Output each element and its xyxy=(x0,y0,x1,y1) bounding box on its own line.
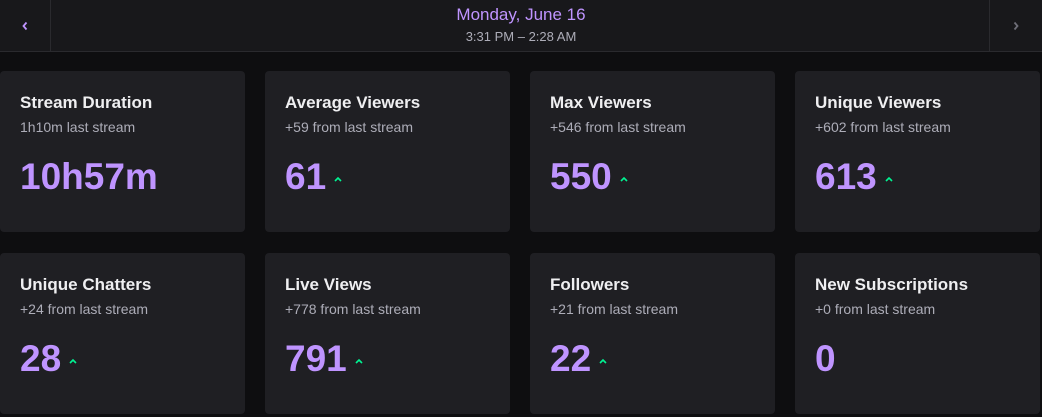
date-header: Monday, June 16 3:31 PM – 2:28 AM xyxy=(0,0,1042,52)
trend-up-icon xyxy=(885,176,893,182)
card-value: 550 xyxy=(550,156,612,197)
stat-card: Live Views +778 from last stream 791 xyxy=(265,253,510,414)
trend-up-icon xyxy=(69,358,77,364)
stat-card: Unique Viewers +602 from last stream 613 xyxy=(795,71,1040,232)
card-title: New Subscriptions xyxy=(815,275,969,294)
card-value: 613 xyxy=(815,156,877,197)
card-value: 0 xyxy=(815,338,836,379)
card-value: 22 xyxy=(550,338,592,379)
card-title: Stream Duration xyxy=(20,93,153,112)
card-value: 61 xyxy=(285,156,327,197)
value-row: 10h57m xyxy=(20,155,245,199)
card-subtitle: +0 from last stream xyxy=(815,301,936,317)
date-title: Monday, June 16 xyxy=(456,5,586,24)
card-value: 10h57m xyxy=(20,156,158,197)
card-subtitle: +21 from last stream xyxy=(550,301,678,317)
stat-card: Followers +21 from last stream 22 xyxy=(530,253,775,414)
trend-up-icon xyxy=(599,358,607,364)
stat-card: Stream Duration 1h10m last stream 10h57m xyxy=(0,71,245,232)
value-row: 613 xyxy=(815,155,1040,199)
card-subtitle: +602 from last stream xyxy=(815,119,951,135)
card-subtitle: 1h10m last stream xyxy=(20,119,136,135)
next-button[interactable] xyxy=(989,0,1042,51)
value-row: 791 xyxy=(285,337,510,381)
card-title: Max Viewers xyxy=(550,93,652,112)
trend-up-icon xyxy=(334,176,342,182)
stat-card: Average Viewers +59 from last stream 61 xyxy=(265,71,510,232)
prev-button[interactable] xyxy=(0,0,51,51)
value-row: 28 xyxy=(20,337,245,381)
card-title: Average Viewers xyxy=(285,93,421,112)
value-row: 22 xyxy=(550,337,775,381)
stat-card: New Subscriptions +0 from last stream 0 xyxy=(795,253,1040,414)
card-title: Followers xyxy=(550,275,630,294)
card-subtitle: +59 from last stream xyxy=(285,119,413,135)
value-row: 0 xyxy=(815,337,1040,381)
card-value: 791 xyxy=(285,338,347,379)
trend-up-icon xyxy=(355,358,363,364)
card-title: Unique Chatters xyxy=(20,275,152,294)
chevron-right xyxy=(1013,21,1019,30)
time-range: 3:31 PM – 2:28 AM xyxy=(465,29,577,44)
stat-card: Unique Chatters +24 from last stream 28 xyxy=(0,253,245,414)
value-row: 61 xyxy=(285,155,510,199)
card-subtitle: +24 from last stream xyxy=(20,301,148,317)
card-title: Unique Viewers xyxy=(815,93,942,112)
value-row: 550 xyxy=(550,155,775,199)
card-subtitle: +778 from last stream xyxy=(285,301,421,317)
card-value: 28 xyxy=(20,338,62,379)
card-title: Live Views xyxy=(285,275,372,294)
trend-up-icon xyxy=(620,176,628,182)
stat-card: Max Viewers +546 from last stream 550 xyxy=(530,71,775,232)
chevron-left xyxy=(22,21,28,30)
card-subtitle: +546 from last stream xyxy=(550,119,686,135)
